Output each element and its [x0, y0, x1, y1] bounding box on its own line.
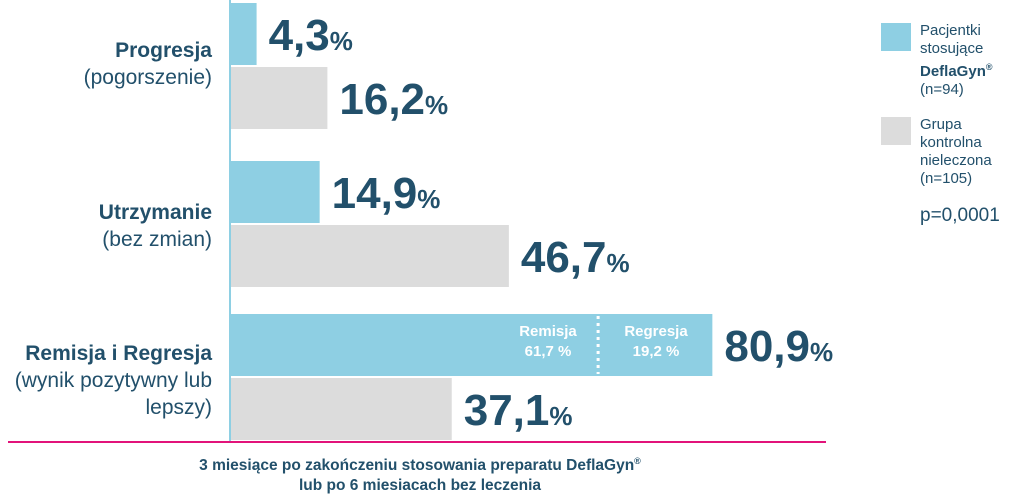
- footnote-line-1: 3 miesiące po zakończeniu stosowania pre…: [199, 456, 641, 475]
- legend-brand: DeflaGyn®: [920, 62, 993, 80]
- segment-value: 19,2 %: [632, 343, 680, 360]
- category-subtitle: (pogorszenie): [83, 66, 212, 89]
- p-value: p=0,0001: [920, 205, 1000, 226]
- segment-label-regresja: Regresja 19,2 %: [606, 322, 706, 362]
- data-label: 4,3%: [269, 11, 353, 60]
- legend-line: kontrolna: [920, 134, 982, 151]
- bar-treated-1: [231, 161, 320, 223]
- legend-line: Grupa: [920, 116, 962, 133]
- data-label: 14,9%: [332, 169, 441, 218]
- segment-value: 61,7 %: [524, 343, 572, 360]
- category-title: Utrzymanie: [98, 201, 212, 224]
- data-label: 37,1%: [464, 386, 573, 435]
- category-label-utrzymanie: Utrzymanie (bez zmian): [99, 199, 212, 253]
- legend-line: stosujące: [920, 40, 984, 57]
- legend-swatch-treated: [881, 23, 911, 51]
- bar-treated-0: [231, 3, 257, 65]
- legend-line: (n=94): [920, 81, 964, 98]
- segment-label-remisja: Remisja 61,7 %: [500, 322, 596, 362]
- category-subtitle: (wynik pozytywny lub lepszy): [14, 369, 212, 419]
- segment-title: Regresja: [624, 323, 688, 340]
- footnote: 3 miesiące po zakończeniu stosowania pre…: [0, 451, 840, 496]
- legend-line: nieleczona: [920, 152, 992, 169]
- data-label: 46,7%: [521, 233, 630, 282]
- category-label-progresja: Progresja (pogorszenie): [84, 37, 212, 91]
- bar-treated-2: [231, 314, 713, 376]
- legend-label-treated: Pacjentki stosujące DeflaGyn® (n=94): [920, 22, 993, 99]
- category-title: Remisja i Regresja: [25, 342, 212, 365]
- data-label: 16,2%: [339, 75, 448, 124]
- data-label: 80,9%: [724, 322, 833, 371]
- legend-line: (n=105): [920, 170, 973, 187]
- segment-title: Remisja: [519, 323, 577, 340]
- bar-control-0: [231, 67, 328, 129]
- category-subtitle: (bez zmian): [102, 228, 212, 251]
- legend-swatch-control: [881, 117, 911, 145]
- category-label-remisja-regresja: Remisja i Regresja (wynik pozytywny lub …: [0, 340, 212, 421]
- legend-label-control: Grupa kontrolna nieleczona (n=105): [920, 116, 992, 188]
- legend-line: Pacjentki: [920, 22, 981, 39]
- bar-control-1: [231, 225, 509, 287]
- bar-control-2: [231, 378, 452, 440]
- category-title: Progresja: [115, 39, 212, 62]
- footnote-line-2: lub po 6 miesiacach bez leczenia: [298, 477, 542, 495]
